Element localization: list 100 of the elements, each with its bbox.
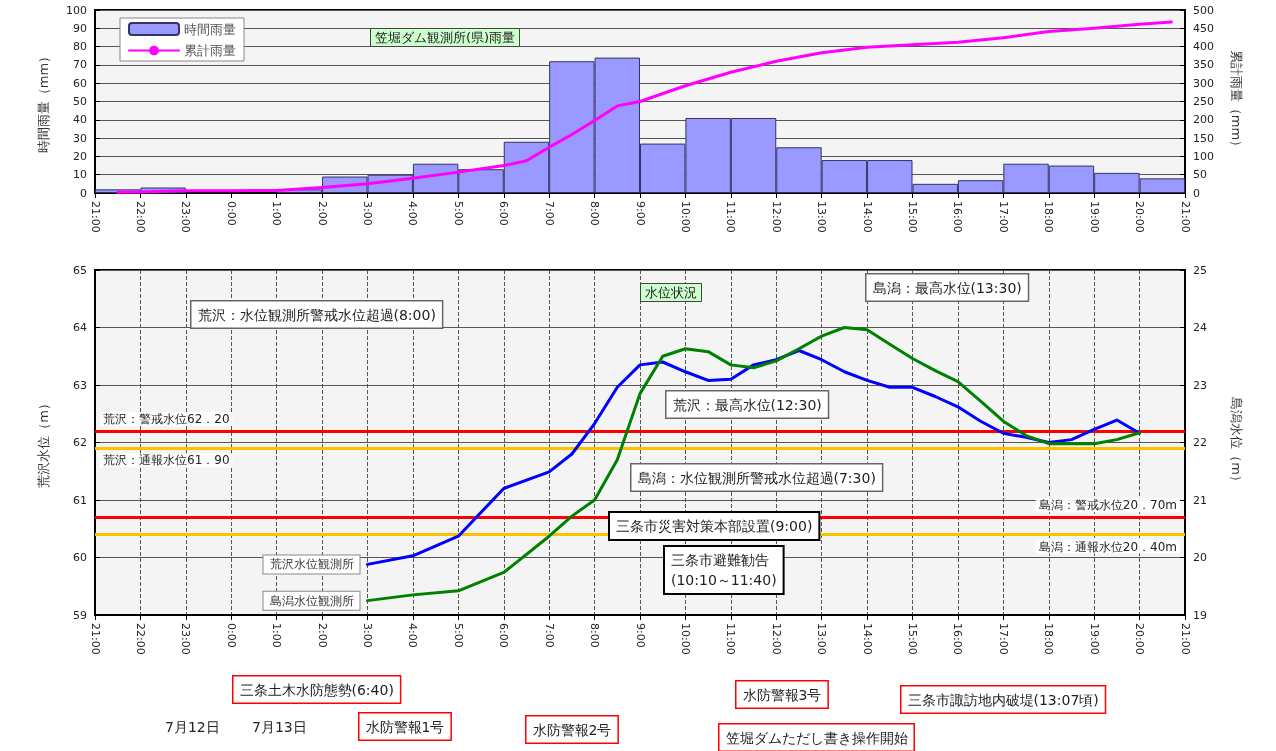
y-tick-label: 60 xyxy=(73,76,87,90)
x-tick-label: 8:00 xyxy=(588,201,602,226)
x-tick-label: 7:00 xyxy=(542,623,556,648)
y-tick-label: 100 xyxy=(66,3,87,17)
x-tick-label: 7:00 xyxy=(542,201,556,226)
y-tick-label: 20 xyxy=(73,149,87,163)
x-tick-label: 17:00 xyxy=(996,201,1010,233)
x-tick-label: 13:00 xyxy=(815,201,829,233)
text: 笠堀ダムただし書き操作開始 xyxy=(725,729,908,746)
y2-tick-label: 200 xyxy=(1193,113,1214,127)
x-tick-label: 14:00 xyxy=(860,623,874,655)
y2-tick-label: 25 xyxy=(1193,263,1207,277)
x-tick-label: 9:00 xyxy=(633,623,647,648)
ref-line-label: 島潟：警戒水位20．70m xyxy=(1038,498,1177,513)
y2-tick-label: 24 xyxy=(1193,321,1207,334)
x-tick-label: 16:00 xyxy=(951,623,965,655)
text: 水防警報1号 xyxy=(365,718,445,735)
y-tick-label: 40 xyxy=(73,113,87,127)
text: 三条土木水防態勢(6:40) xyxy=(239,681,394,698)
ref-line-label: 荒沢：警戒水位62．20 xyxy=(103,412,230,426)
x-tick-label: 23:00 xyxy=(179,623,193,655)
x-tick-label: 4:00 xyxy=(406,201,420,226)
x-tick-label: 1:00 xyxy=(270,201,284,226)
x-tick-label: 15:00 xyxy=(906,201,919,233)
annotation: 島潟：最高水位(13:30) xyxy=(872,279,1022,296)
y-tick-label: 70 xyxy=(73,58,87,72)
x-tick-label: 22:00 xyxy=(133,201,147,233)
x-tick-label: 3:00 xyxy=(361,623,374,648)
y-tick-label: 62 xyxy=(73,436,87,449)
x-tick-label: 21:00 xyxy=(88,201,102,233)
y2-tick-label: 23 xyxy=(1193,378,1207,392)
y-tick-label: 59 xyxy=(73,608,87,622)
y-tick-label: 30 xyxy=(73,131,87,145)
text: 笠堀ダム観測所(県)雨量 xyxy=(375,30,516,45)
y2-tick-label: 21 xyxy=(1193,493,1207,507)
x-tick-label: 10:00 xyxy=(678,623,692,655)
y2-tick-label: 19 xyxy=(1193,608,1207,622)
y2-tick-label: 100 xyxy=(1193,149,1214,163)
y-tick-label: 60 xyxy=(73,551,87,564)
text: 水位状況 xyxy=(645,285,697,300)
y-tick-label: 50 xyxy=(73,95,87,108)
x-tick-label: 0:00 xyxy=(224,201,238,226)
text: 水防警報3号 xyxy=(742,686,822,703)
y2-tick-label: 250 xyxy=(1193,95,1214,108)
y2-tick-label: 300 xyxy=(1193,76,1214,90)
x-tick-label: 6:00 xyxy=(497,623,511,648)
y2-tick-label: 350 xyxy=(1193,58,1214,72)
series-label: 島潟水位観測所 xyxy=(269,593,354,608)
x-tick-label: 1:00 xyxy=(270,623,284,648)
x-tick-label: 16:00 xyxy=(951,201,965,233)
x-tick-label: 18:00 xyxy=(1042,201,1056,233)
text: 7月13日 xyxy=(252,719,307,735)
x-tick-label: 21:00 xyxy=(1178,623,1192,655)
x-tick-label: 5:00 xyxy=(451,201,465,226)
x-tick-label: 6:00 xyxy=(497,201,511,226)
x-tick-label: 15:00 xyxy=(906,623,919,655)
y2-tick-label: 400 xyxy=(1193,40,1214,54)
x-tick-label: 22:00 xyxy=(133,623,147,655)
series-label: 荒沢水位観測所 xyxy=(269,557,354,572)
text: 三条市諏訪地内破堤(13:07頃) xyxy=(907,691,1099,708)
y-tick-label: 80 xyxy=(73,40,87,54)
x-tick-label: 10:00 xyxy=(678,201,692,233)
x-tick-label: 2:00 xyxy=(315,201,329,226)
y2-tick-label: 20 xyxy=(1193,551,1207,564)
y2-tick-label: 22 xyxy=(1193,436,1207,449)
y2-tick-label: 150 xyxy=(1193,131,1214,145)
ref-line-label: 荒沢：通報水位61．90 xyxy=(103,453,230,468)
x-tick-label: 11:00 xyxy=(724,201,738,233)
legend-label: 時間雨量 xyxy=(184,21,236,37)
x-tick-label: 12:00 xyxy=(769,623,783,655)
y-tick-label: 0 xyxy=(80,186,87,200)
x-tick-label: 9:00 xyxy=(633,201,647,226)
x-tick-label: 3:00 xyxy=(361,201,374,226)
x-tick-label: 13:00 xyxy=(815,623,829,655)
x-tick-label: 4:00 xyxy=(406,623,420,648)
ref-line-label: 島潟：通報水位20．40m xyxy=(1038,539,1177,554)
y2-axis-title: 島潟水位（m） xyxy=(1229,397,1244,488)
text: 水防警報2号 xyxy=(532,721,612,738)
x-tick-label: 11:00 xyxy=(724,623,738,655)
y2-axis-title: 累計雨量（mm） xyxy=(1229,49,1244,154)
x-tick-label: 19:00 xyxy=(1087,201,1101,233)
text: 7月12日 xyxy=(165,719,220,735)
y2-tick-label: 50 xyxy=(1193,168,1207,182)
x-tick-label: 23:00 xyxy=(179,201,193,233)
y-axis-title: 荒沢水位（m） xyxy=(36,397,51,488)
annotation: 島潟：水位観測所警戒水位超過(7:30) xyxy=(637,469,876,486)
y2-tick-label: 450 xyxy=(1193,21,1214,35)
x-tick-label: 18:00 xyxy=(1042,623,1056,655)
x-tick-label: 21:00 xyxy=(1178,201,1192,233)
annotation: 荒沢：最高水位(12:30) xyxy=(672,396,822,413)
x-tick-label: 14:00 xyxy=(860,201,874,233)
x-tick-label: 12:00 xyxy=(769,201,783,233)
y-tick-label: 63 xyxy=(73,378,87,392)
x-tick-label: 8:00 xyxy=(588,623,602,648)
y-tick-label: 64 xyxy=(73,321,87,334)
annotation: 荒沢：水位観測所警戒水位超過(8:00) xyxy=(197,306,436,323)
y-tick-label: 65 xyxy=(73,263,87,277)
annotation: 三条市避難勧告 (10:10～11:40) xyxy=(671,552,777,588)
y-tick-label: 61 xyxy=(73,493,87,507)
y2-tick-label: 0 xyxy=(1193,186,1200,200)
